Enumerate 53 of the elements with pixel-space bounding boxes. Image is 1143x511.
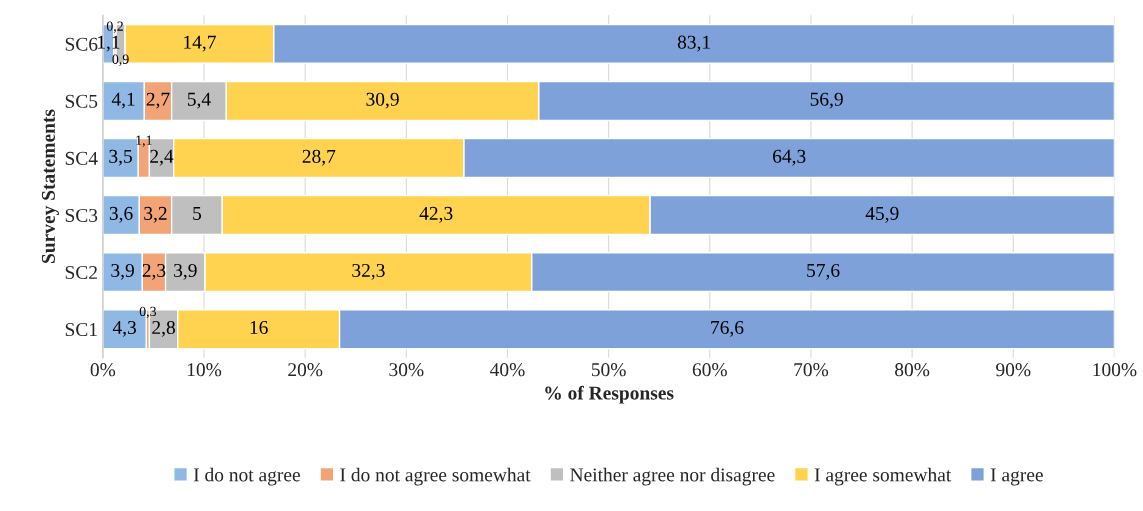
x-tick-label: 60% [692, 363, 727, 377]
x-tick-label: 70% [794, 363, 829, 377]
y-tick-label: SC5 [65, 94, 98, 108]
y-tick-label: SC1 [65, 323, 97, 337]
y-tick-label: SC6 [65, 37, 98, 51]
x-tick-label: 30% [389, 363, 424, 377]
legend-label: I agree somewhat [814, 467, 952, 486]
data-label: 4,1 [111, 92, 135, 109]
y-tick-label: SC2 [65, 265, 97, 280]
data-label: 3,5 [109, 149, 132, 166]
data-label: 1,1 [97, 35, 120, 52]
data-label: 14,7 [184, 35, 216, 52]
x-tick-label: 40% [490, 363, 525, 377]
data-label: 2,4 [150, 149, 174, 166]
y-axis-title: Survey Statements [41, 109, 59, 263]
data-label: 28,7 [302, 149, 336, 166]
data-label: 5 [193, 206, 202, 220]
legend-label: I agree [990, 468, 1043, 486]
x-tick-label: 20% [288, 363, 323, 377]
x-tick-label: 10% [187, 363, 222, 377]
data-label: 56,9 [810, 92, 843, 109]
data-label: 3,2 [144, 206, 167, 223]
x-tick-label: 100% [1093, 363, 1137, 377]
data-label: 3,6 [109, 206, 133, 223]
legend-label: I do not agree [193, 467, 300, 486]
x-tick-label: 50% [591, 363, 626, 377]
data-label: 16 [250, 320, 268, 335]
data-label: 2,8 [152, 320, 175, 337]
x-axis-title: % of Responses [545, 385, 674, 404]
y-tick-label: SC4 [65, 151, 98, 165]
x-tick-label: 90% [996, 363, 1031, 377]
legend-label: Neither agree nor disagree [570, 467, 775, 486]
data-label: 76,6 [711, 320, 744, 337]
data-label: 5,4 [187, 92, 211, 109]
x-tick-label: 80% [895, 363, 930, 377]
data-label: 4,3 [112, 320, 137, 337]
data-label: 3,9 [174, 263, 197, 280]
data-label: 83,1 [677, 35, 710, 52]
data-label: 64,3 [773, 149, 806, 166]
y-tick-label: SC3 [65, 208, 98, 222]
data-label: 57,6 [807, 263, 840, 280]
x-tick-label: 0% [90, 363, 116, 377]
data-label: 0,2 [106, 21, 123, 33]
data-label: 3,9 [111, 263, 134, 280]
data-label: 0,3 [139, 306, 157, 319]
data-label: 30,9 [366, 92, 399, 109]
data-label: 42,3 [419, 206, 453, 223]
data-label: 45,9 [865, 206, 899, 223]
data-label: 32,3 [352, 263, 385, 280]
legend-label: I do not agree somewhat [340, 467, 531, 486]
data-label: 1,1 [136, 135, 152, 147]
data-label: 2,7 [146, 92, 170, 109]
data-label: 0,9 [112, 54, 129, 66]
